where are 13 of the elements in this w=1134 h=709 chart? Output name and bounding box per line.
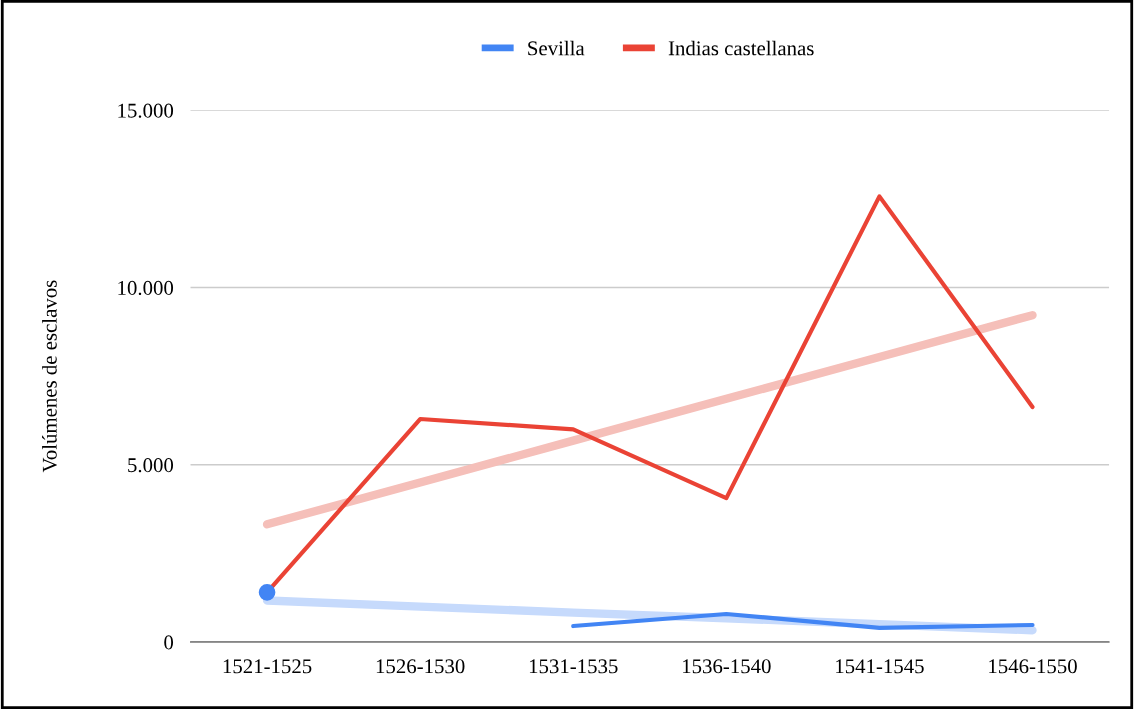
legend-label: Indias castellanas <box>668 40 814 56</box>
y-tick-label: 5.000 <box>128 458 174 473</box>
y-tick-label: 10.000 <box>118 280 174 296</box>
legend-label: Sevilla <box>528 40 585 56</box>
y-axis-title: Volúmenes de esclavos <box>42 280 57 473</box>
x-tick-label: 1536-1540 <box>683 659 771 674</box>
x-tick-label: 1541-1545 <box>836 659 924 674</box>
x-tick-label: 1546-1550 <box>989 659 1077 674</box>
y-tick-label: 0 <box>164 635 174 650</box>
x-tick-label: 1521-1525 <box>223 659 312 674</box>
x-tick-label: 1531-1535 <box>529 659 618 674</box>
y-tick-label: 15.000 <box>118 103 174 118</box>
x-tick-label: 1526-1530 <box>376 659 465 674</box>
